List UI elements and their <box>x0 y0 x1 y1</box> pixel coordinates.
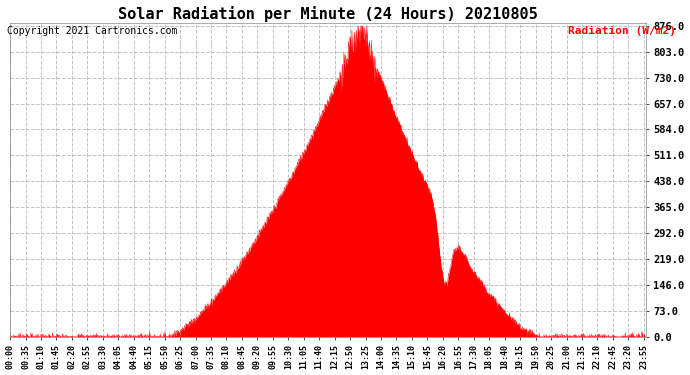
Title: Solar Radiation per Minute (24 Hours) 20210805: Solar Radiation per Minute (24 Hours) 20… <box>118 6 538 21</box>
Text: Copyright 2021 Cartronics.com: Copyright 2021 Cartronics.com <box>7 26 177 36</box>
Text: Radiation (W/m2): Radiation (W/m2) <box>568 26 676 36</box>
